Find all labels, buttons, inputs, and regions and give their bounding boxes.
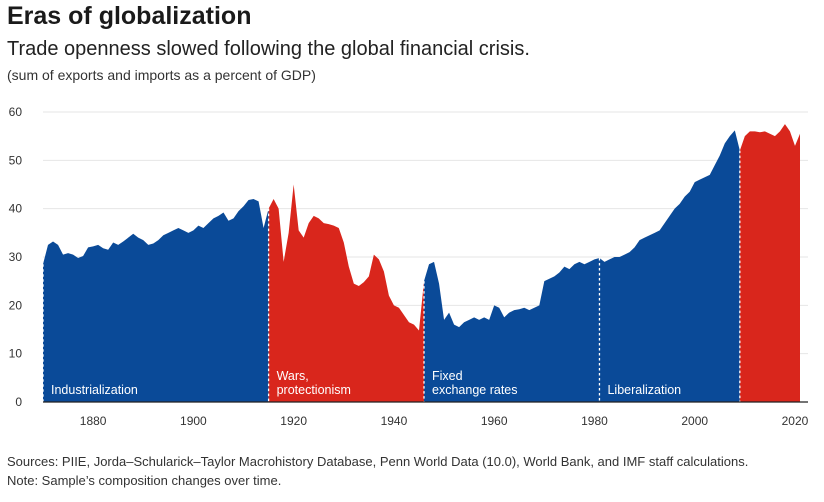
y-tick: 20: [9, 298, 23, 312]
era-label: Wars,: [277, 369, 309, 383]
x-tick-label: 1980: [581, 414, 608, 428]
x-tick: 1980: [581, 414, 608, 428]
sources-text: Sources: PIIE, Jorda–Schularick–Taylor M…: [7, 454, 749, 469]
era-label: protectionism: [277, 383, 351, 397]
era-label: exchange rates: [432, 383, 517, 397]
x-tick-label: 1960: [481, 414, 508, 428]
area-segment-0: [43, 199, 269, 402]
era-label: Fixed: [432, 369, 463, 383]
y-tick-label: 10: [9, 347, 23, 361]
y-tick-label: 0: [15, 395, 22, 409]
era-label: Industrialization: [51, 383, 138, 397]
y-tick-label: 60: [9, 105, 23, 119]
y-tick-label: 30: [9, 250, 23, 264]
x-tick: 2020: [782, 414, 809, 428]
x-tick: 2000: [681, 414, 708, 428]
y-tick-label: 20: [9, 298, 23, 312]
x-tick-label: 1880: [80, 414, 107, 428]
x-tick: 1880: [80, 414, 107, 428]
chart-subtitle: Trade openness slowed following the glob…: [7, 38, 530, 60]
note-text: Note: Sample’s composition changes over …: [7, 473, 282, 488]
x-tick: 1940: [381, 414, 408, 428]
x-tick: 1960: [481, 414, 508, 428]
area-segment-2: [424, 257, 600, 402]
area-segment-3: [599, 130, 740, 402]
x-tick-label: 1900: [180, 414, 207, 428]
y-tick: 10: [9, 347, 23, 361]
y-tick: 60: [9, 105, 23, 119]
area-segment-4: [739, 124, 800, 402]
y-tick: 0: [15, 395, 22, 409]
y-tick: 50: [9, 153, 23, 167]
y-tick-label: 40: [9, 202, 23, 216]
area-segment-1: [268, 184, 425, 402]
y-tick: 40: [9, 202, 23, 216]
y-tick-label: 50: [9, 153, 23, 167]
x-tick-label: 2000: [681, 414, 708, 428]
x-tick-label: 1920: [280, 414, 307, 428]
x-tick: 1920: [280, 414, 307, 428]
x-tick: 1900: [180, 414, 207, 428]
chart-units: (sum of exports and imports as a percent…: [7, 67, 316, 83]
x-tick-label: 2020: [782, 414, 809, 428]
chart-title: Eras of globalization: [7, 2, 252, 30]
y-tick: 30: [9, 250, 23, 264]
era-label: Liberalization: [607, 383, 681, 397]
x-tick-label: 1940: [381, 414, 408, 428]
